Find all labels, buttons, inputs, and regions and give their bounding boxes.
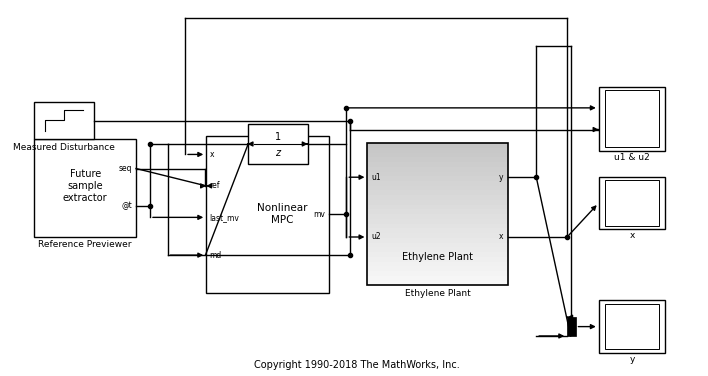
Text: y: y [629,355,634,364]
Bar [367,143,508,285]
Bar [367,176,508,181]
Bar [35,139,136,237]
Text: Nonlinear
MPC: Nonlinear MPC [257,203,307,225]
Text: Measured Disturbance: Measured Disturbance [13,143,115,152]
Text: Future
sample
extractor: Future sample extractor [63,170,108,203]
Text: x: x [210,150,214,159]
Bar [605,90,658,147]
Bar [599,87,666,150]
Bar [367,190,508,195]
Text: z: z [275,148,280,158]
Text: mv: mv [314,210,325,219]
Bar [367,218,508,224]
Bar [367,143,508,148]
Bar [367,276,508,280]
Text: Copyright 1990-2018 The MathWorks, Inc.: Copyright 1990-2018 The MathWorks, Inc. [254,360,459,370]
Text: seq: seq [119,164,132,173]
Bar [35,102,94,139]
Bar [567,317,576,336]
Bar [367,233,508,238]
Text: 1: 1 [275,132,281,142]
Text: y: y [499,173,503,182]
Text: ref: ref [210,181,220,190]
Text: x: x [499,232,503,241]
Bar [367,223,508,229]
Text: last_mv: last_mv [210,213,239,222]
Text: u2: u2 [372,232,381,241]
Bar [367,171,508,176]
Bar [367,271,508,276]
Bar [367,256,508,262]
Bar [367,266,508,271]
Bar [249,124,308,164]
Bar [367,200,508,205]
Bar [367,152,508,157]
Bar [367,147,508,153]
Text: Ethylene Plant: Ethylene Plant [404,289,470,298]
Bar [367,214,508,219]
Bar [367,280,508,285]
Bar [367,195,508,200]
Text: md: md [210,251,222,260]
Bar [367,157,508,162]
Bar [367,209,508,214]
Bar [599,300,666,353]
Bar [367,242,508,247]
Bar [367,238,508,243]
Text: Ethylene Plant: Ethylene Plant [402,252,473,262]
Bar [605,304,658,349]
Bar [367,162,508,167]
Bar [367,167,508,171]
Bar [367,247,508,252]
Bar [367,185,508,191]
Bar [367,228,508,233]
Bar [605,180,658,226]
Bar [206,136,329,293]
Bar [599,177,666,229]
Bar [367,180,508,186]
Text: x: x [629,232,634,240]
Text: Reference Previewer: Reference Previewer [38,240,132,249]
Text: @t: @t [122,201,132,210]
Bar [367,261,508,267]
Bar [367,205,508,209]
Text: u1 & u2: u1 & u2 [614,153,650,162]
Text: u1: u1 [372,173,381,182]
Bar [367,252,508,257]
